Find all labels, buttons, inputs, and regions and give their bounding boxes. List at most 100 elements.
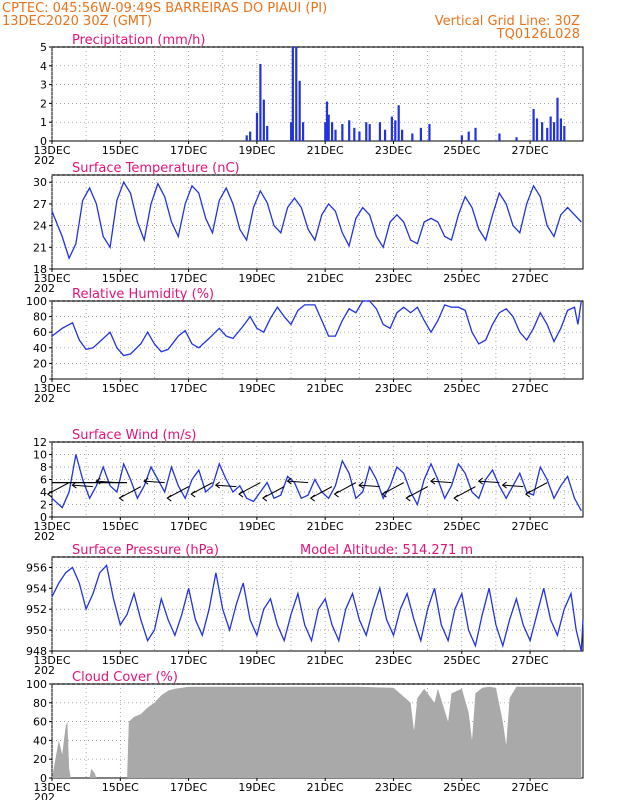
precip-year-fragment: 202 [34, 154, 55, 167]
precip-xtick-label: 15DEC [102, 144, 139, 157]
precip-xtick-label: 17DEC [170, 144, 207, 157]
precip-frame [51, 46, 584, 142]
precip-bar [549, 116, 552, 141]
wind-arrow [382, 482, 404, 495]
pressure-ytick-label: 956 [26, 561, 47, 574]
rh-xtick-label: 27DEC [512, 382, 549, 395]
wind-arrow-head [143, 477, 149, 485]
wind-ytick-label: 10 [33, 449, 47, 462]
precip-bar [348, 120, 351, 141]
rh-series-line [51, 300, 582, 357]
precip-bar [324, 122, 327, 141]
wind-arrow [525, 482, 548, 495]
precip-xtick-label: 23DEC [375, 144, 412, 157]
rh-xtick-label: 23DEC [375, 382, 412, 395]
cloud-xtick-label: 23DEC [375, 781, 412, 794]
precip-ytick-label: 5 [40, 41, 47, 54]
wind-arrow [334, 482, 357, 495]
pressure-ytick-label: 950 [26, 624, 47, 637]
rh-xtick-label: 17DEC [170, 382, 207, 395]
wind-arrow [72, 484, 94, 488]
precip-bar [255, 112, 259, 141]
temp-ytick-label: 27 [33, 198, 47, 211]
wind-arrow-head [262, 494, 268, 502]
precip-bar [291, 47, 294, 141]
pressure-xtick-label: 13DEC [33, 654, 70, 667]
precip-ytick-label: 1 [40, 116, 47, 129]
wind-arrow-head [405, 494, 411, 502]
wind-arrow-head [430, 477, 436, 485]
header: CPTEC: 045:56W-09:49S BARREIRAS DO PIAUI… [2, 1, 580, 42]
wind-arrow-head [477, 477, 483, 485]
precip-bar [397, 105, 400, 141]
precip-bar [358, 131, 361, 141]
wind-arrow [502, 484, 524, 488]
precip-bar [325, 101, 329, 141]
wind-arrow [310, 486, 333, 499]
temp-year-fragment: 202 [34, 282, 55, 295]
wind-frame [51, 441, 584, 518]
pressure-xtick-label: 23DEC [375, 654, 412, 667]
wind-ytick-label: 4 [40, 486, 47, 499]
precip-bar [259, 63, 262, 141]
rh-xtick-label: 19DEC [238, 382, 275, 395]
precip-bar [515, 137, 518, 141]
pressure-title: Surface Pressure (hPa) [72, 543, 219, 558]
precip-bar [390, 116, 393, 141]
wind-arrow [215, 484, 237, 488]
precip-bar [249, 131, 252, 141]
wind-arrow-head [190, 490, 196, 498]
precip-xtick-label: 21DEC [307, 144, 344, 157]
wind-ytick-label: 12 [33, 436, 47, 449]
pressure-ytick-label: 952 [26, 603, 47, 616]
precip-bar [334, 129, 337, 141]
pressure-frame [51, 556, 584, 652]
rh-year-fragment: 202 [34, 392, 55, 405]
precip-bar [262, 99, 265, 141]
temp-xtick-label: 15DEC [102, 272, 139, 285]
precip-bar [290, 122, 293, 141]
wind-arrow-head [524, 490, 531, 498]
wind-arrow [190, 482, 213, 495]
wind-xtick-label: 15DEC [102, 520, 139, 533]
precip-bar [532, 109, 535, 141]
cloud-xtick-label: 17DEC [170, 781, 207, 794]
rh-ytick-label: 80 [33, 311, 47, 324]
wind-arrow [359, 484, 380, 488]
wind-title: Surface Wind (m/s) [72, 428, 196, 443]
header-location: CPTEC: 045:56W-09:49S BARREIRAS DO PIAUI… [2, 1, 327, 16]
header-run-time: 13DEC2020 30Z (GMT) [2, 14, 152, 29]
wind-arrow-head [95, 477, 101, 485]
precip-xtick-label: 25DEC [443, 144, 480, 157]
precip-xtick-label: 19DEC [238, 144, 275, 157]
rh-panel: 0 20 40 60 80 100 13DEC 15DEC 17DEC 19DEC 21DEC 23D… [26, 287, 584, 405]
precip-bar [383, 129, 387, 141]
wind-arrow [287, 480, 309, 484]
wind-arrow [143, 480, 165, 484]
precip-bar [556, 97, 559, 141]
cloud-xtick-label: 21DEC [307, 781, 344, 794]
rh-frame [51, 300, 584, 380]
cloud-ytick-label: 100 [26, 678, 47, 691]
pressure-xtick-label: 25DEC [443, 654, 480, 667]
precip-bar [559, 118, 563, 141]
temp-xtick-label: 25DEC [443, 272, 480, 285]
wind-arrow [453, 486, 476, 499]
wind-arrow-head [501, 481, 507, 489]
cloud-ytick-label: 40 [33, 734, 47, 747]
precip-bar [266, 125, 269, 141]
wind-ytick-label: 6 [40, 474, 47, 487]
pressure-ytick-label: 948 [26, 645, 47, 658]
precip-bar [245, 135, 248, 141]
precip-bar [331, 122, 334, 141]
precip-bar [535, 118, 539, 141]
wind-year-fragment: 202 [34, 530, 55, 543]
temp-ytick-label: 30 [33, 176, 47, 189]
wind-xtick-label: 17DEC [170, 520, 207, 533]
precip-bar [295, 47, 298, 141]
cloud-title: Cloud Cover (%) [72, 670, 178, 685]
precip-bar [301, 122, 305, 141]
precip-bar [474, 127, 477, 141]
cloud-panel: 0 20 40 60 80 100 13DEC 15DEC 17DEC 19DEC 21DEC 23D… [26, 670, 584, 800]
